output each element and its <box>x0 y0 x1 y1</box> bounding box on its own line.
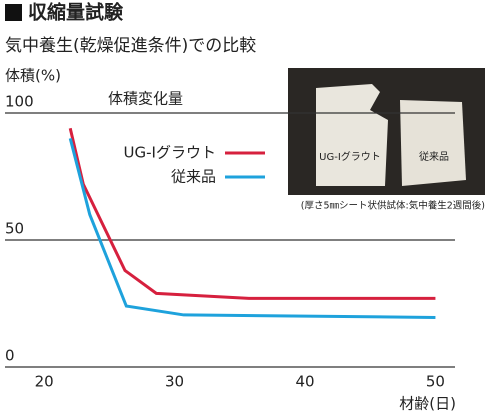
title-marker <box>5 4 22 21</box>
x-tick-label: 50 <box>426 373 445 391</box>
chart-title: 収縮量試験 <box>28 1 124 24</box>
photo: UG-Ⅰグラウト 従来品 <box>288 68 485 195</box>
legend-label: 従来品 <box>171 168 216 186</box>
legend-label: UG-Ⅰグラウト <box>124 144 216 162</box>
x-axis-label: 材齢(日) <box>399 395 456 413</box>
line <box>68 138 436 319</box>
x-tick-label: 30 <box>165 373 184 391</box>
x-tick-label: 40 <box>295 373 314 391</box>
y-tick-label: 50 <box>5 220 24 238</box>
subtitle: 気中養生(乾燥促進条件)での比較 <box>5 36 256 56</box>
chart-label: 体積変化量 <box>108 90 183 108</box>
y-tick-label: 100 <box>5 93 34 111</box>
photo-caption: (厚さ5㎜シート状供試体:気中養生2週間後) <box>301 200 485 212</box>
y-axis-label: 体積(%) <box>5 67 61 85</box>
photo-label: UG-Ⅰグラウト <box>319 150 381 163</box>
photo-label: 従来品 <box>419 150 449 163</box>
y-tick-label: 0 <box>5 347 15 365</box>
x-tick-label: 20 <box>35 373 54 391</box>
